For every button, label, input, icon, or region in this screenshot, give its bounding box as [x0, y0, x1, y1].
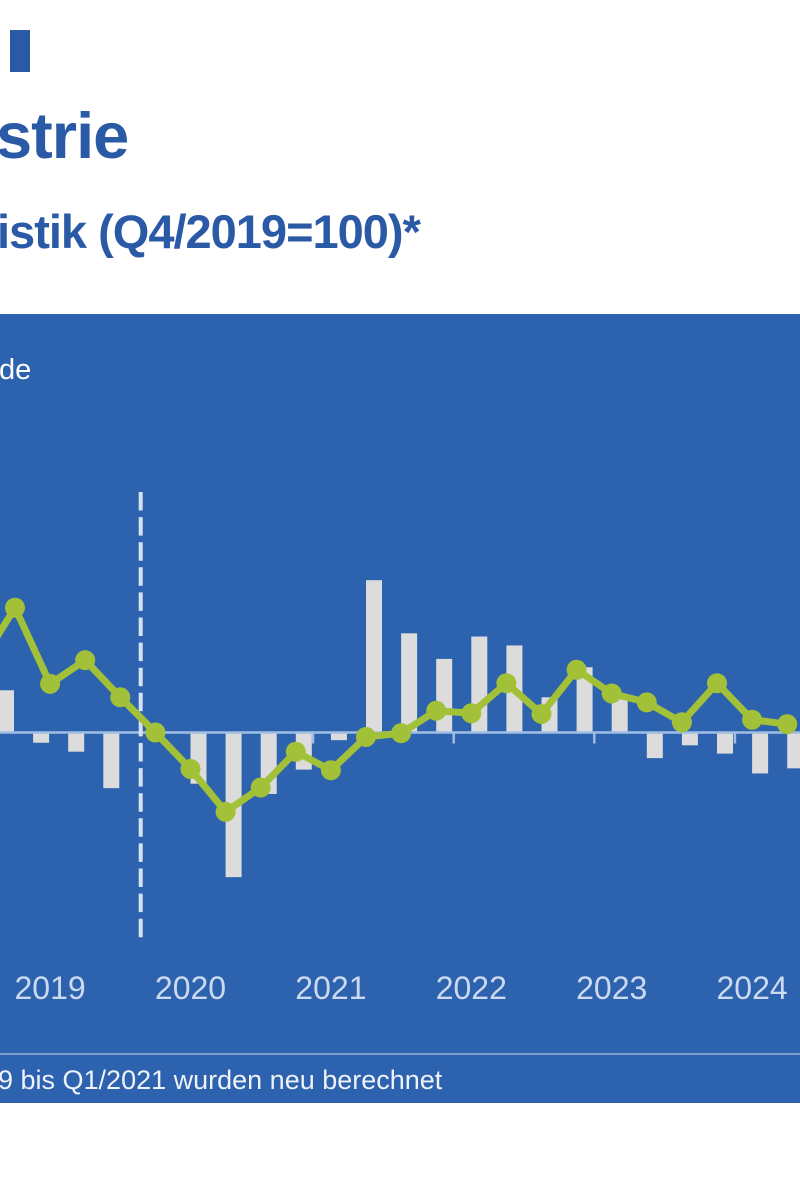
chart-panel: de 2019 2020 2021 2022 2023 2024 9 bis Q1/202… — [0, 314, 800, 1103]
marker-Q3/2023 — [671, 712, 692, 733]
chart-footnote: 9 bis Q1/2021 wurden neu berechnet — [0, 1065, 443, 1095]
bar-Q2/2021 — [366, 580, 382, 733]
bar-Q1/2024 — [752, 732, 769, 774]
marker-Q2/2019 — [75, 650, 96, 671]
marker-Q2/2024 — [777, 714, 798, 735]
marker-Q2/2020 — [215, 801, 236, 822]
marker-Q2/2022 — [496, 673, 517, 694]
chart-legend-fragment: de — [0, 354, 32, 386]
bar-Q2/2019 — [68, 732, 85, 752]
page-subtitle: istik (Q4/2019=100)* — [0, 205, 421, 258]
marker-Q4/2020 — [285, 741, 306, 762]
bar-Q4/2022 — [576, 667, 593, 733]
marker-Q4/2021 — [426, 700, 447, 721]
marker-Q2/2023 — [636, 692, 657, 713]
quarterly-index-chart-svg — [0, 492, 800, 941]
bar-Q4/2021 — [436, 658, 453, 733]
marker-Q3/2021 — [391, 723, 412, 744]
marker-Q1/2024 — [742, 709, 763, 730]
bar-Q4/2018 — [0, 690, 14, 733]
marker-Q1/2023 — [601, 683, 622, 704]
bar-Q3/2023 — [681, 732, 698, 746]
logo-fragment — [10, 30, 30, 72]
marker-Q4/2019 — [145, 722, 166, 743]
bar-Q1/2019 — [33, 732, 50, 743]
bar-Q2/2024 — [787, 732, 800, 769]
marker-Q4/2023 — [707, 673, 727, 694]
marker-Q4/2022 — [566, 659, 587, 680]
bar-Q3/2021 — [401, 633, 418, 733]
bar-Q1/2021 — [330, 732, 347, 741]
marker-Q3/2020 — [250, 777, 271, 798]
chart-divider-line — [0, 1053, 800, 1055]
bar-Q3/2019 — [103, 732, 120, 789]
bar-Q4/2023 — [717, 732, 733, 754]
marker-Q2/2021 — [356, 726, 376, 747]
marker-Q1/2019 — [40, 673, 61, 694]
marker-Q4/2018 — [5, 597, 25, 618]
bar-Q2/2023 — [646, 732, 663, 759]
marker-Q3/2019 — [110, 687, 131, 708]
marker-Q3/2022 — [531, 703, 552, 724]
marker-Q1/2020 — [180, 758, 201, 779]
marker-Q1/2022 — [461, 703, 482, 724]
bar-Q1/2023 — [611, 699, 628, 733]
marker-Q1/2021 — [320, 760, 341, 781]
page-title: strie — [0, 99, 129, 172]
